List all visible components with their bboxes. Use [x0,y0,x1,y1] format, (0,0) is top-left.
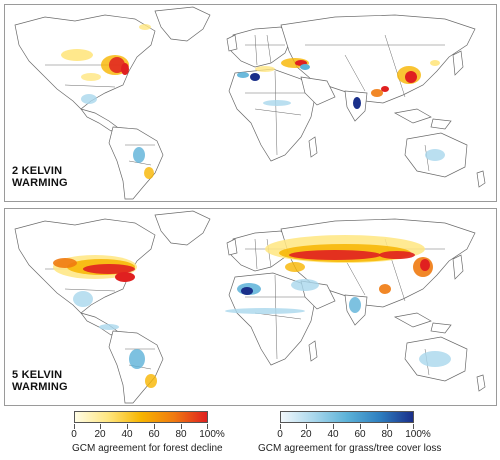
legend-ticks [74,424,208,429]
tick-label: 80 [175,429,187,440]
tick-label: 0 [277,429,283,440]
map-panel-5k: 5 KELVIN WARMING [4,208,497,406]
tick-label: 40 [327,429,339,440]
legend-caption: GCM agreement for forest decline [72,443,223,454]
cover-loss-5k [73,279,451,369]
map-panel-2k: 2 KELVIN WARMING [4,4,497,202]
panel-label-line1: 2 KELVIN [12,165,63,177]
tick-label: 100% [405,429,431,440]
cover-loss-2k [81,64,445,163]
legend-caption: GCM agreement for grass/tree cover loss [258,443,442,454]
legend-ticks [280,424,414,429]
tick-label: 40 [121,429,133,440]
country-borders [45,34,445,172]
tick-label: 0 [71,429,77,440]
tick-label: 60 [354,429,366,440]
panel-label-line1: 5 KELVIN [12,369,63,381]
tick-label: 20 [300,429,312,440]
continents [14,210,486,404]
panel-label-line2: WARMING [12,381,68,393]
continents [14,6,486,200]
panel-label-line2: WARMING [12,177,68,189]
legend-color-bar [280,411,414,423]
world-map-5k [14,210,486,404]
legend-color-bar [74,411,208,423]
tick-label: 60 [148,429,160,440]
forest-decline-2k [61,24,440,179]
tick-label: 20 [94,429,106,440]
panel-label-5k: 5 KELVIN WARMING [12,369,68,393]
world-map-2k [14,6,486,200]
tick-label: 80 [381,429,393,440]
tick-label: 100% [199,429,225,440]
forest-decline-5k [53,235,433,388]
panel-label-2k: 2 KELVIN WARMING [12,165,68,189]
